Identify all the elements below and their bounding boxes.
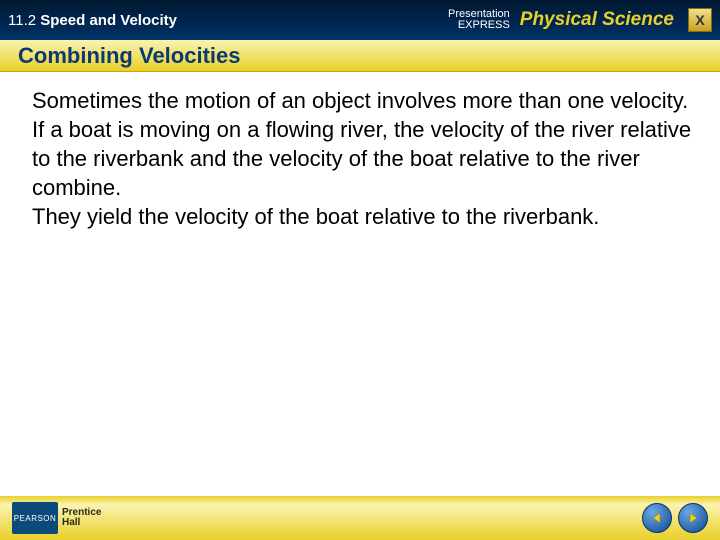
brand-area: Presentation EXPRESS Physical Science X [448, 8, 712, 32]
section-name: Speed and Velocity [40, 12, 177, 29]
brand-line2: EXPRESS [458, 20, 510, 31]
slide-title: Combining Velocities [18, 43, 240, 69]
slide-footer: PEARSON Prentice Hall [0, 496, 720, 540]
nav-buttons [642, 503, 708, 533]
title-bar: Combining Velocities [0, 40, 720, 72]
slide-header: 11.2 Speed and Velocity Presentation EXP… [0, 0, 720, 40]
body-paragraph: Sometimes the motion of an object involv… [32, 86, 694, 115]
subject-label: Physical Science [520, 9, 674, 31]
close-button[interactable]: X [688, 8, 712, 32]
publisher-badge: PEARSON [12, 502, 58, 534]
body-paragraph: They yield the velocity of the boat rela… [32, 202, 694, 231]
publisher-line2: Hall [62, 518, 101, 528]
next-icon [686, 511, 700, 525]
next-button[interactable] [678, 503, 708, 533]
prev-button[interactable] [642, 503, 672, 533]
prev-icon [650, 511, 664, 525]
close-icon: X [695, 12, 704, 28]
publisher-name: Prentice Hall [62, 508, 101, 528]
brand-logo: Presentation EXPRESS [448, 9, 510, 31]
publisher-area: PEARSON Prentice Hall [12, 502, 101, 534]
body-paragraph: If a boat is moving on a flowing river, … [32, 115, 694, 202]
section-title: 11.2 Speed and Velocity [8, 12, 177, 29]
slide-content: Sometimes the motion of an object involv… [0, 72, 720, 231]
section-number: 11.2 [8, 12, 36, 29]
